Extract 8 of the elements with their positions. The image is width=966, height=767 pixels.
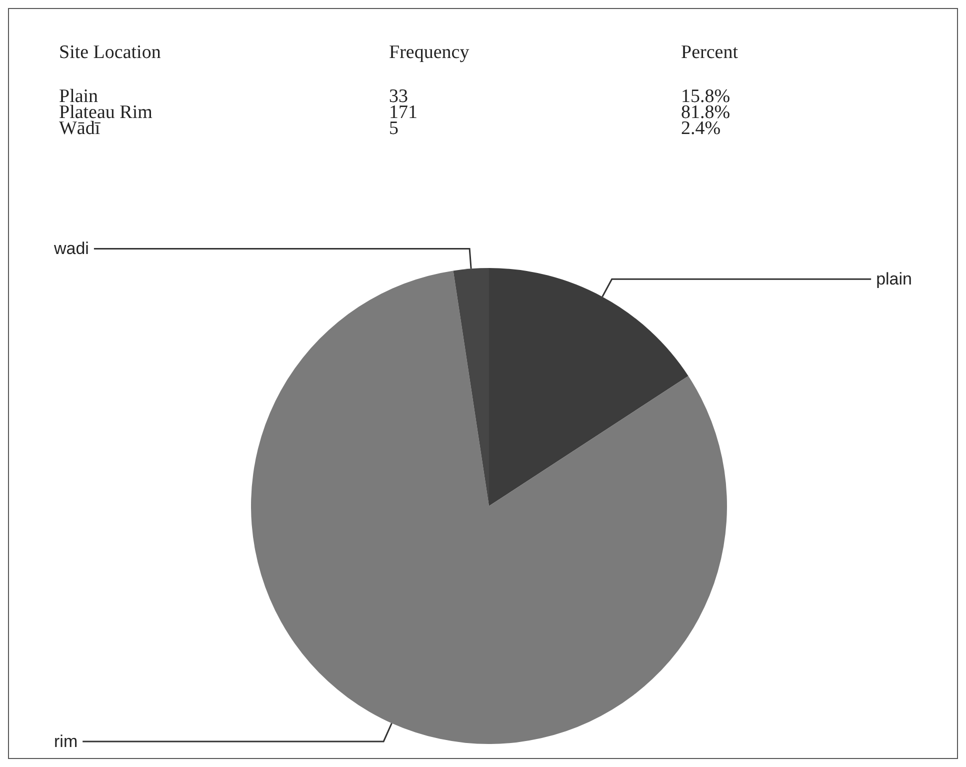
- slice-label: rim: [54, 732, 78, 751]
- text: Wādī: [59, 118, 101, 139]
- text: Frequency: [389, 42, 470, 63]
- text: 2.4%: [681, 118, 721, 139]
- slice-label: wadi: [53, 239, 89, 258]
- text: Percent: [681, 42, 739, 63]
- text: Site Location: [59, 42, 162, 63]
- slice-label: plain: [876, 270, 912, 289]
